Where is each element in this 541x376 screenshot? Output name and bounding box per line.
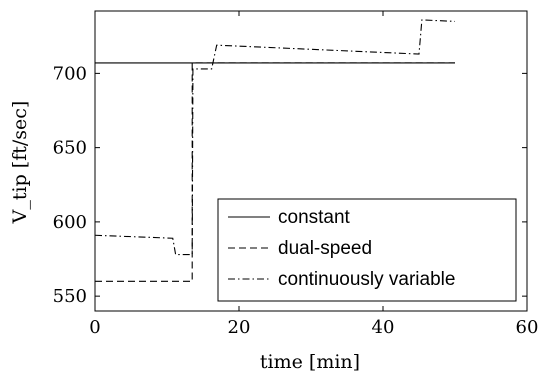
legend-label: dual-speed: [278, 238, 372, 259]
x-tick-label: 40: [372, 317, 395, 338]
x-tick-label: 0: [89, 317, 100, 338]
x-tick-label: 20: [228, 317, 251, 338]
y-tick-label: 700: [53, 63, 87, 84]
x-tick-label: 60: [516, 317, 539, 338]
legend-label: constant: [278, 207, 351, 228]
legend-label: continuously variable: [278, 269, 455, 290]
legend-box: [217, 198, 517, 302]
series-line-dashdot: [94, 19, 456, 256]
plot-frame: [94, 10, 528, 312]
y-tick-label: 650: [53, 138, 87, 159]
y-tick-label: 600: [53, 212, 87, 233]
x-axis-label: time [min]: [260, 351, 360, 373]
legend: constant dual-speed continuously variable: [217, 198, 517, 302]
y-axis-label: V_tip [ft/sec]: [9, 101, 31, 225]
series-line-dashed: [95, 62, 455, 282]
chart-marks: [94, 19, 456, 282]
y-tick-label: 550: [53, 286, 87, 307]
axis-ticks: 0 20 40 60 550 600 650 700: [53, 11, 539, 338]
